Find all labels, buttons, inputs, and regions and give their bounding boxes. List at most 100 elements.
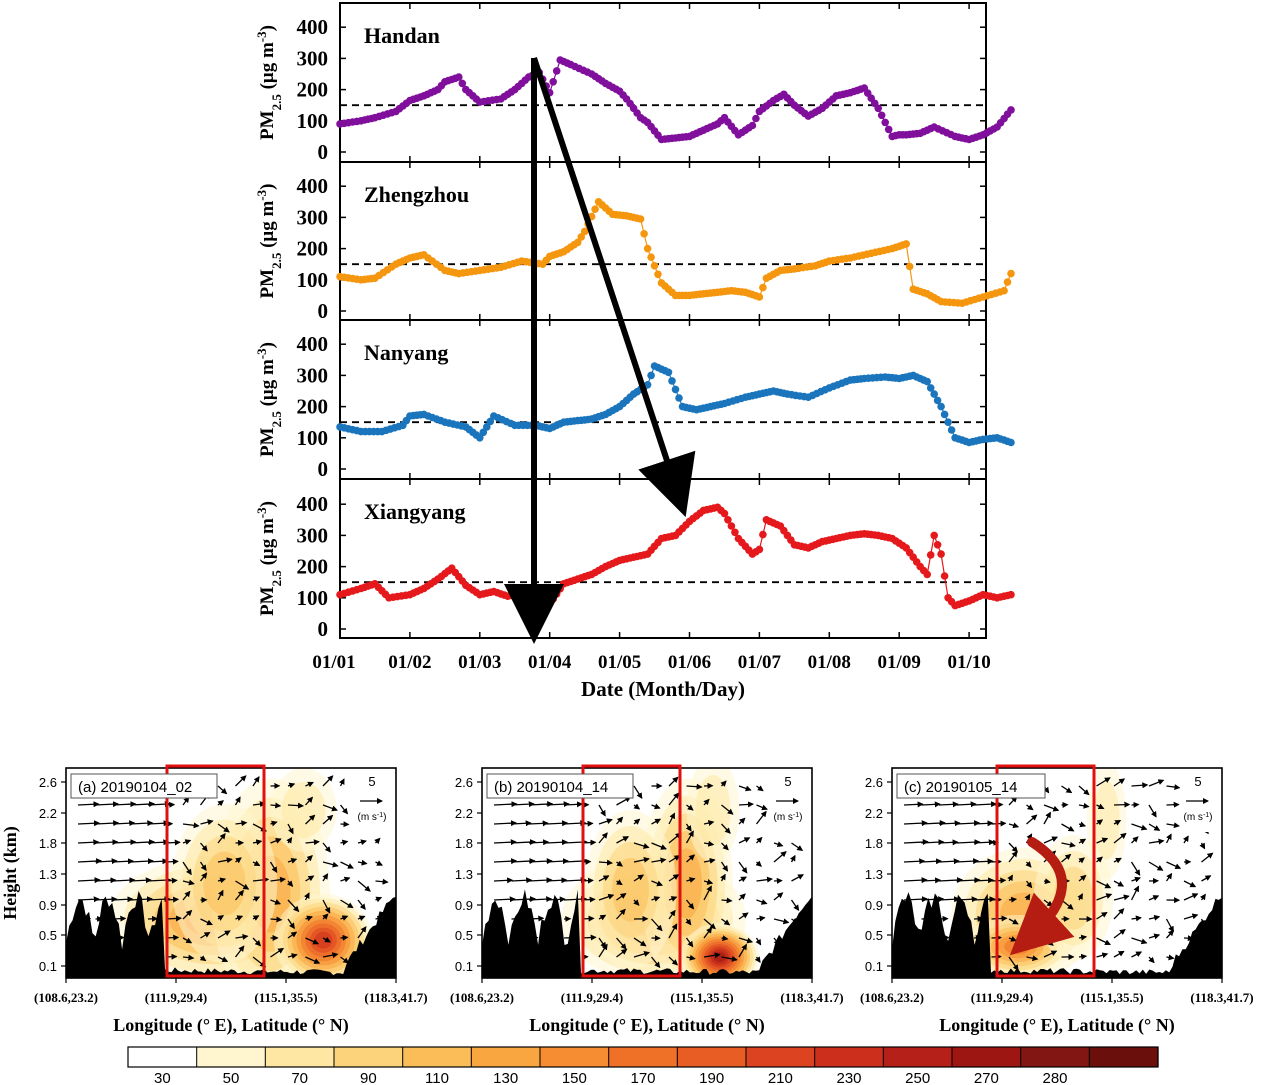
- wind-vector: [686, 954, 696, 961]
- wind-vector: [738, 861, 748, 874]
- panel-label: (a) 20190104_02: [78, 779, 192, 796]
- wind-vector: [546, 839, 568, 846]
- wind-vector: [147, 934, 164, 941]
- wind-vector: [668, 874, 680, 882]
- data-point: [1007, 106, 1015, 114]
- wind-vector: [903, 801, 924, 808]
- wind-vector: [1061, 785, 1073, 794]
- wind-vector: [130, 858, 154, 865]
- wind-vector: [1113, 832, 1127, 844]
- wind-vector: [738, 893, 746, 901]
- wind-vector: [721, 918, 731, 926]
- wind-vector: [95, 820, 120, 827]
- wind-vector: [685, 830, 694, 844]
- y-tick-label: 2.6: [865, 775, 883, 790]
- wind-vector: [375, 860, 383, 866]
- wind-vector: [182, 861, 192, 876]
- x-tick-label: (118.3,41.7): [364, 990, 427, 1005]
- y-tick-label: 100: [297, 426, 329, 450]
- wind-vector: [1078, 838, 1087, 845]
- wind-vector: [200, 931, 211, 939]
- wind-vector: [305, 937, 320, 945]
- wind-vector: [375, 955, 388, 962]
- ref-vector-unit: (m s-1): [1183, 812, 1212, 824]
- wind-vector: [199, 861, 207, 872]
- wind-vector: [633, 937, 647, 947]
- y-tick-label: 400: [297, 15, 329, 39]
- wind-vector: [375, 915, 384, 922]
- data-point: [647, 253, 655, 261]
- wind-vector: [493, 934, 505, 941]
- wind-vector: [217, 785, 228, 795]
- wind-vector: [252, 937, 262, 947]
- colorbar-label: 270: [974, 1070, 999, 1085]
- wind-vector: [651, 896, 661, 902]
- y-tick-label: 0: [318, 457, 329, 481]
- ref-vector-value: 5: [368, 774, 375, 789]
- y-tick-label: 1.3: [39, 867, 57, 882]
- colorbar-bin: [677, 1047, 747, 1067]
- data-point: [947, 426, 956, 434]
- wind-vector: [1008, 896, 1018, 903]
- wind-vector: [493, 896, 516, 903]
- wind-vector: [1007, 874, 1013, 882]
- wind-vector: [130, 820, 154, 827]
- wind-vector: [511, 839, 536, 846]
- colorbar-label: 230: [836, 1070, 861, 1085]
- data-point: [731, 528, 739, 537]
- wind-vector: [1078, 934, 1088, 941]
- wind-vector: [616, 908, 626, 920]
- wind-vector: [546, 877, 568, 884]
- wind-vector: [95, 801, 119, 808]
- wind-vector: [252, 876, 270, 883]
- wind-vector: [546, 820, 569, 827]
- wind-vector: [1025, 880, 1033, 889]
- wind-vector: [938, 877, 964, 884]
- y-tick-label: 300: [297, 205, 329, 229]
- wind-vector: [130, 953, 141, 960]
- y-tick-label: 0: [318, 617, 329, 641]
- wind-vector: [340, 876, 351, 883]
- wind-vector: [304, 892, 310, 901]
- wind-vector: [270, 947, 285, 958]
- wind-vector: [1113, 908, 1125, 920]
- x-tick-label: 01/03: [458, 652, 501, 673]
- wind-vector: [546, 915, 560, 922]
- x-tick-label: 01/04: [528, 652, 572, 673]
- wind-vector: [182, 937, 193, 944]
- wind-vector: [1077, 893, 1083, 901]
- wind-vector: [668, 896, 678, 902]
- wind-vector: [703, 918, 716, 930]
- wind-vector: [598, 914, 607, 921]
- wind-vector: [77, 877, 101, 884]
- data-point: [755, 545, 764, 554]
- wind-vector: [703, 798, 710, 806]
- wind-vector: [340, 821, 350, 828]
- wind-vector: [921, 915, 934, 922]
- wind-vector: [1043, 811, 1051, 825]
- wind-vector: [921, 801, 941, 808]
- unit-sup: -1: [1203, 812, 1209, 819]
- wind-vector: [938, 801, 959, 808]
- ylabel-sup: -3: [254, 348, 269, 359]
- wind-vector: [790, 899, 800, 912]
- data-point: [748, 121, 757, 130]
- wind-vector: [1166, 822, 1180, 829]
- wind-vector: [357, 839, 367, 846]
- wind-vector: [1148, 933, 1161, 940]
- colorbar-label: 150: [562, 1070, 587, 1085]
- data-point: [755, 293, 764, 301]
- x-tick-label: 01/10: [947, 652, 990, 673]
- region-box: [165, 764, 266, 978]
- wind-vector: [956, 953, 968, 960]
- wind-vector: [616, 860, 624, 867]
- ref-vector-box: [1180, 772, 1218, 832]
- colorbar-label: 130: [493, 1070, 518, 1085]
- wind-vector: [1113, 778, 1126, 787]
- panel-xiangyang: 0 100 200 300 400 Xiangyang PM2.5 (μg m-3): [254, 478, 1015, 641]
- wind-vector: [1148, 956, 1155, 964]
- wind-vector: [511, 915, 525, 922]
- wind-vector: [546, 953, 557, 960]
- wind-vector: [130, 839, 155, 846]
- wind-vector: [598, 943, 608, 958]
